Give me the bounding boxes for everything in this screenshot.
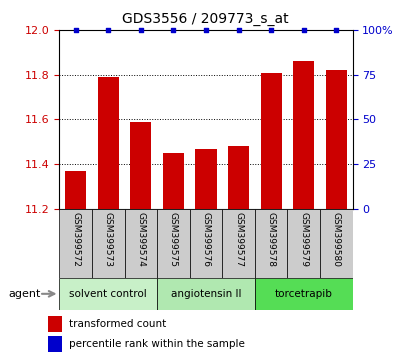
Text: GSM399572: GSM399572 — [71, 212, 80, 267]
Point — [72, 27, 79, 33]
Bar — [227, 146, 249, 209]
Point — [332, 27, 339, 33]
Text: GSM399579: GSM399579 — [299, 212, 308, 267]
Point — [235, 27, 241, 33]
Bar — [124, 209, 157, 278]
Bar — [222, 209, 254, 278]
Bar — [260, 73, 281, 209]
Point — [267, 27, 274, 33]
Text: GSM399573: GSM399573 — [103, 212, 112, 267]
Point — [300, 27, 306, 33]
Bar — [189, 209, 222, 278]
Point — [202, 27, 209, 33]
Text: transformed count: transformed count — [69, 319, 166, 329]
Bar — [254, 278, 352, 310]
Text: GSM399574: GSM399574 — [136, 212, 145, 267]
Text: torcetrapib: torcetrapib — [274, 289, 332, 299]
Text: angiotensin II: angiotensin II — [171, 289, 240, 299]
Text: GSM399576: GSM399576 — [201, 212, 210, 267]
Point — [170, 27, 176, 33]
Text: GSM399575: GSM399575 — [169, 212, 178, 267]
Bar — [254, 209, 287, 278]
Bar — [97, 77, 119, 209]
Bar — [59, 209, 92, 278]
Text: GSM399578: GSM399578 — [266, 212, 275, 267]
Text: GSM399580: GSM399580 — [331, 212, 340, 267]
Text: GSM399577: GSM399577 — [234, 212, 243, 267]
Text: solvent control: solvent control — [69, 289, 147, 299]
Point — [137, 27, 144, 33]
Text: percentile rank within the sample: percentile rank within the sample — [69, 339, 244, 349]
Bar — [59, 278, 157, 310]
Bar — [319, 209, 352, 278]
Bar — [287, 209, 319, 278]
Bar — [292, 61, 314, 209]
Bar — [162, 153, 184, 209]
Text: GDS3556 / 209773_s_at: GDS3556 / 209773_s_at — [121, 12, 288, 27]
Bar — [130, 122, 151, 209]
Bar — [157, 278, 254, 310]
Bar — [195, 149, 216, 209]
Bar — [48, 337, 62, 352]
Bar — [48, 316, 62, 332]
Bar — [325, 70, 346, 209]
Text: agent: agent — [8, 289, 40, 299]
Bar — [65, 171, 86, 209]
Bar — [92, 209, 124, 278]
Point — [105, 27, 111, 33]
Bar — [157, 209, 189, 278]
